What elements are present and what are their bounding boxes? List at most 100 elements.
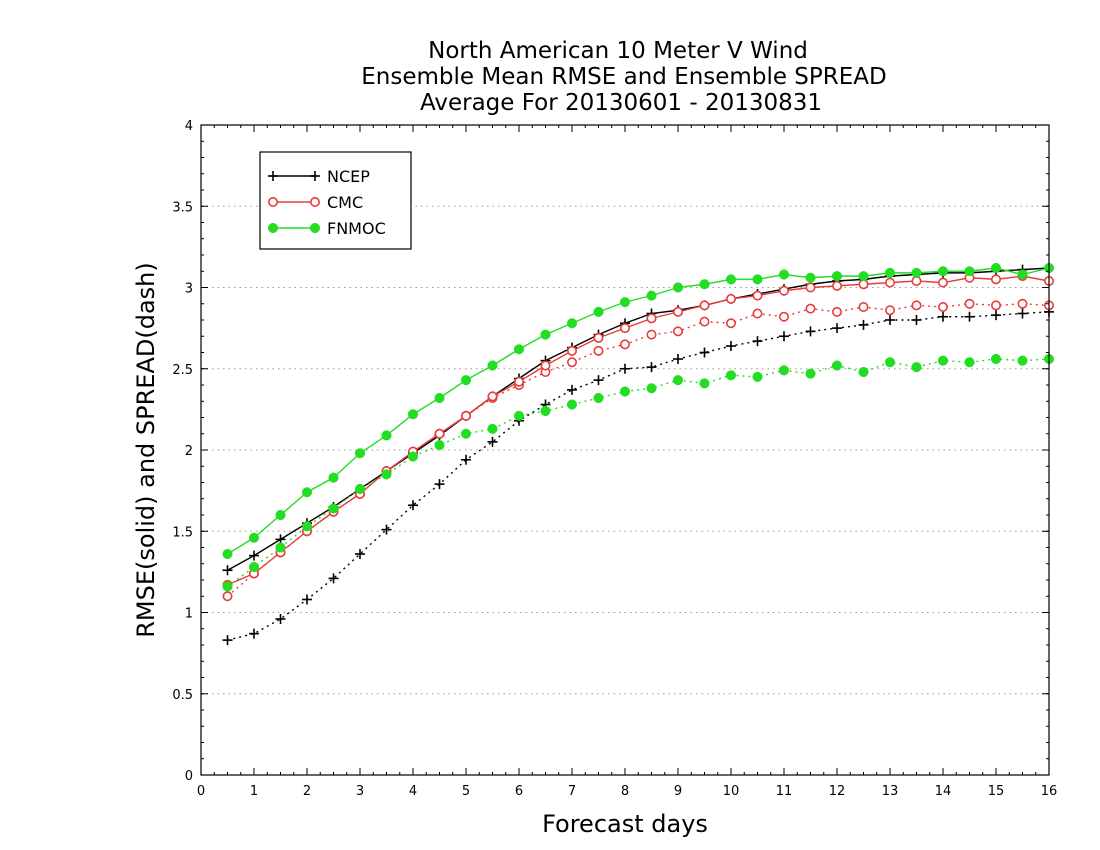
y-tick-label: 4 bbox=[185, 119, 193, 134]
cmc-spread-point bbox=[619, 339, 630, 350]
axis-ticks: 00.511.522.533.540 1 2 3 4 5 6 7 8 9 10 11 12 13 14 15 1… bbox=[172, 119, 1057, 799]
x-tick-label: 5 bbox=[462, 784, 470, 799]
series-ncep-rmse bbox=[222, 263, 1054, 576]
cmc-spread-point bbox=[699, 316, 710, 327]
cmc-spread-point bbox=[1017, 298, 1028, 309]
cmc-rmse-point bbox=[699, 300, 710, 311]
y-tick-label: 3 bbox=[185, 282, 193, 297]
cmc-rmse-point bbox=[487, 391, 498, 402]
fnmoc-spread-point bbox=[911, 362, 922, 373]
ncep-spread-point bbox=[249, 628, 259, 639]
ncep-spread-point bbox=[858, 319, 869, 330]
legend-item-fnmoc: FNMOC bbox=[267, 219, 386, 238]
legend-item-cmc: CMC bbox=[267, 193, 363, 212]
cmc-spread-point bbox=[884, 305, 895, 316]
x-tick-label: 10 bbox=[723, 784, 740, 799]
cmc-rmse-point bbox=[593, 332, 604, 343]
legend-item-ncep: NCEP bbox=[268, 167, 370, 186]
title-line-1: North American 10 Meter V Wind bbox=[428, 38, 808, 64]
fnmoc-spread-point bbox=[381, 469, 392, 480]
cmc-spread-point bbox=[858, 301, 869, 312]
x-tick-label: 16 bbox=[1041, 784, 1058, 799]
y-tick-label: 0.5 bbox=[172, 688, 193, 703]
cmc-rmse-point bbox=[513, 376, 524, 387]
fnmoc-rmse-point bbox=[566, 318, 578, 329]
x-tick-label: 1 bbox=[250, 784, 258, 799]
fnmoc-spread-point bbox=[646, 383, 657, 394]
fnmoc-rmse-point bbox=[778, 269, 790, 280]
ncep-rmse-line bbox=[227, 267, 1050, 571]
x-tick-label: 12 bbox=[829, 784, 846, 799]
fnmoc-spread-point bbox=[619, 386, 631, 397]
fnmoc-spread-point bbox=[434, 440, 445, 451]
cmc-rmse-point bbox=[778, 285, 789, 296]
cmc-spread-point bbox=[566, 357, 577, 368]
fnmoc-rmse-point bbox=[540, 329, 551, 340]
fnmoc-rmse-point bbox=[407, 409, 419, 420]
ncep-spread-point bbox=[434, 479, 445, 490]
cmc-spread-point bbox=[725, 318, 736, 329]
cmc-spread-point bbox=[831, 306, 842, 317]
fnmoc-rmse-point bbox=[513, 344, 525, 355]
fnmoc-spread-point bbox=[460, 428, 472, 439]
fnmoc-spread-point bbox=[990, 353, 1002, 365]
ncep-spread-point bbox=[964, 311, 975, 322]
fnmoc-spread-point bbox=[222, 581, 233, 592]
fnmoc-spread-point bbox=[248, 561, 260, 573]
legend-marker bbox=[310, 171, 320, 181]
fnmoc-rmse-point bbox=[752, 274, 763, 285]
ncep-spread-point bbox=[461, 454, 471, 465]
fnmoc-rmse-point bbox=[858, 271, 869, 282]
ncep-spread-point bbox=[222, 635, 233, 646]
fnmoc-spread-point bbox=[831, 360, 843, 371]
ncep-spread-point bbox=[726, 341, 736, 351]
fnmoc-rmse-point bbox=[460, 375, 472, 386]
ncep-spread-point bbox=[673, 354, 683, 364]
ncep-spread-point bbox=[805, 326, 816, 337]
fnmoc-rmse-point bbox=[434, 392, 445, 404]
cmc-rmse-point bbox=[566, 345, 577, 356]
fnmoc-rmse-line bbox=[227, 267, 1050, 555]
ncep-spread-point bbox=[567, 384, 577, 395]
x-tick-label: 6 bbox=[515, 784, 523, 799]
y-axis-label: RMSE(solid) and SPREAD(dash) bbox=[132, 262, 160, 638]
legend-label: CMC bbox=[327, 193, 363, 212]
fnmoc-spread-point bbox=[964, 357, 975, 368]
ncep-spread-point bbox=[832, 323, 842, 334]
x-tick-label: 2 bbox=[303, 784, 311, 799]
ncep-spread-point bbox=[620, 363, 630, 374]
series-cmc-rmse bbox=[222, 271, 1055, 590]
legend-box bbox=[259, 151, 412, 250]
legend-marker bbox=[268, 171, 278, 181]
ncep-spread-point bbox=[593, 375, 604, 386]
fnmoc-spread-point bbox=[540, 405, 551, 417]
fnmoc-rmse-point bbox=[1017, 269, 1028, 280]
cmc-rmse-point bbox=[725, 293, 736, 304]
cmc-spread-point bbox=[911, 300, 922, 311]
x-tick-label: 14 bbox=[935, 784, 952, 799]
fnmoc-spread-point bbox=[487, 423, 498, 434]
fnmoc-rmse-point bbox=[619, 297, 631, 308]
series-fnmoc-rmse bbox=[222, 262, 1055, 560]
fnmoc-spread-point bbox=[566, 399, 578, 410]
cmc-rmse-point bbox=[805, 282, 816, 293]
fnmoc-rmse-point bbox=[328, 472, 339, 483]
fnmoc-rmse-point bbox=[805, 272, 816, 283]
fnmoc-spread-point bbox=[752, 371, 763, 382]
fnmoc-rmse-point bbox=[884, 267, 896, 278]
ncep-spread-point bbox=[381, 524, 392, 535]
ncep-spread-point bbox=[1017, 308, 1028, 319]
legend-marker bbox=[267, 222, 279, 234]
ncep-spread-point bbox=[646, 362, 657, 373]
fnmoc-rmse-point bbox=[725, 274, 737, 285]
fnmoc-rmse-point bbox=[381, 430, 392, 441]
cmc-rmse-point bbox=[990, 274, 1001, 285]
ncep-spread-point bbox=[487, 436, 498, 447]
title-line-3: Average For 20130601 - 20130831 bbox=[420, 90, 822, 116]
ncep-rmse-point bbox=[222, 565, 233, 576]
fnmoc-spread-point bbox=[275, 542, 286, 553]
y-tick-label: 1 bbox=[185, 607, 193, 622]
legend-marker bbox=[309, 222, 321, 234]
cmc-rmse-point bbox=[858, 279, 869, 290]
